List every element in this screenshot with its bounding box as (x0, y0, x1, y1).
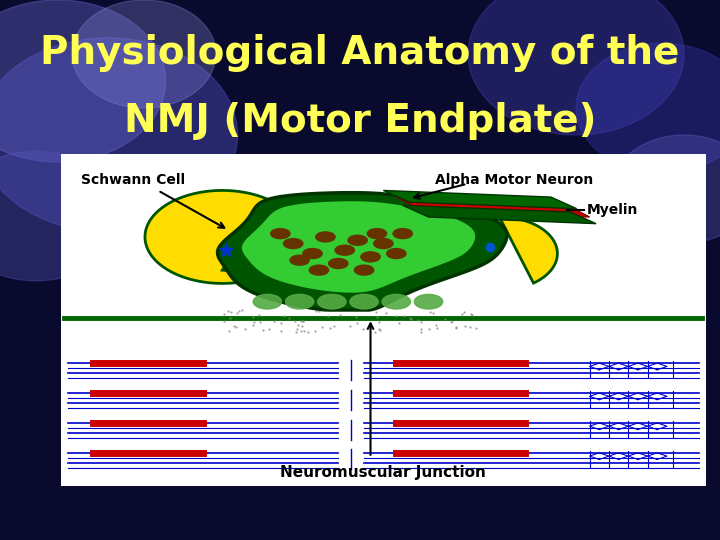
Polygon shape (396, 197, 590, 217)
Circle shape (361, 252, 380, 262)
Circle shape (318, 294, 346, 309)
Circle shape (468, 0, 684, 135)
Text: Alpha Motor Neuron: Alpha Motor Neuron (435, 173, 593, 187)
Text: Neuromuscular Junction: Neuromuscular Junction (281, 465, 486, 480)
Polygon shape (240, 200, 476, 294)
Circle shape (612, 135, 720, 243)
Circle shape (382, 294, 410, 309)
Circle shape (328, 259, 348, 268)
Polygon shape (402, 205, 596, 224)
Circle shape (271, 228, 290, 239)
Circle shape (387, 248, 406, 259)
Circle shape (0, 0, 166, 162)
Circle shape (310, 265, 328, 275)
Polygon shape (145, 191, 268, 284)
Circle shape (72, 0, 216, 108)
Circle shape (576, 43, 720, 173)
Circle shape (285, 294, 314, 309)
Circle shape (253, 294, 282, 309)
Circle shape (284, 239, 303, 248)
Circle shape (316, 232, 335, 242)
Circle shape (374, 239, 393, 248)
Polygon shape (383, 191, 577, 208)
Polygon shape (217, 193, 507, 310)
Circle shape (0, 38, 238, 232)
Circle shape (335, 245, 354, 255)
Text: NMJ (Motor Endplate): NMJ (Motor Endplate) (124, 102, 596, 140)
Circle shape (367, 228, 387, 239)
Text: Myelin: Myelin (586, 204, 638, 218)
Circle shape (290, 255, 310, 265)
Circle shape (0, 151, 122, 281)
Polygon shape (500, 217, 557, 283)
Text: Schwann Cell: Schwann Cell (81, 173, 184, 187)
Text: Physiological Anatomy of the: Physiological Anatomy of the (40, 34, 680, 72)
Circle shape (414, 294, 443, 309)
Circle shape (303, 248, 322, 259)
Circle shape (348, 235, 367, 245)
Bar (61, 320, 706, 486)
Circle shape (354, 265, 374, 275)
Circle shape (350, 294, 378, 309)
Circle shape (393, 228, 413, 239)
